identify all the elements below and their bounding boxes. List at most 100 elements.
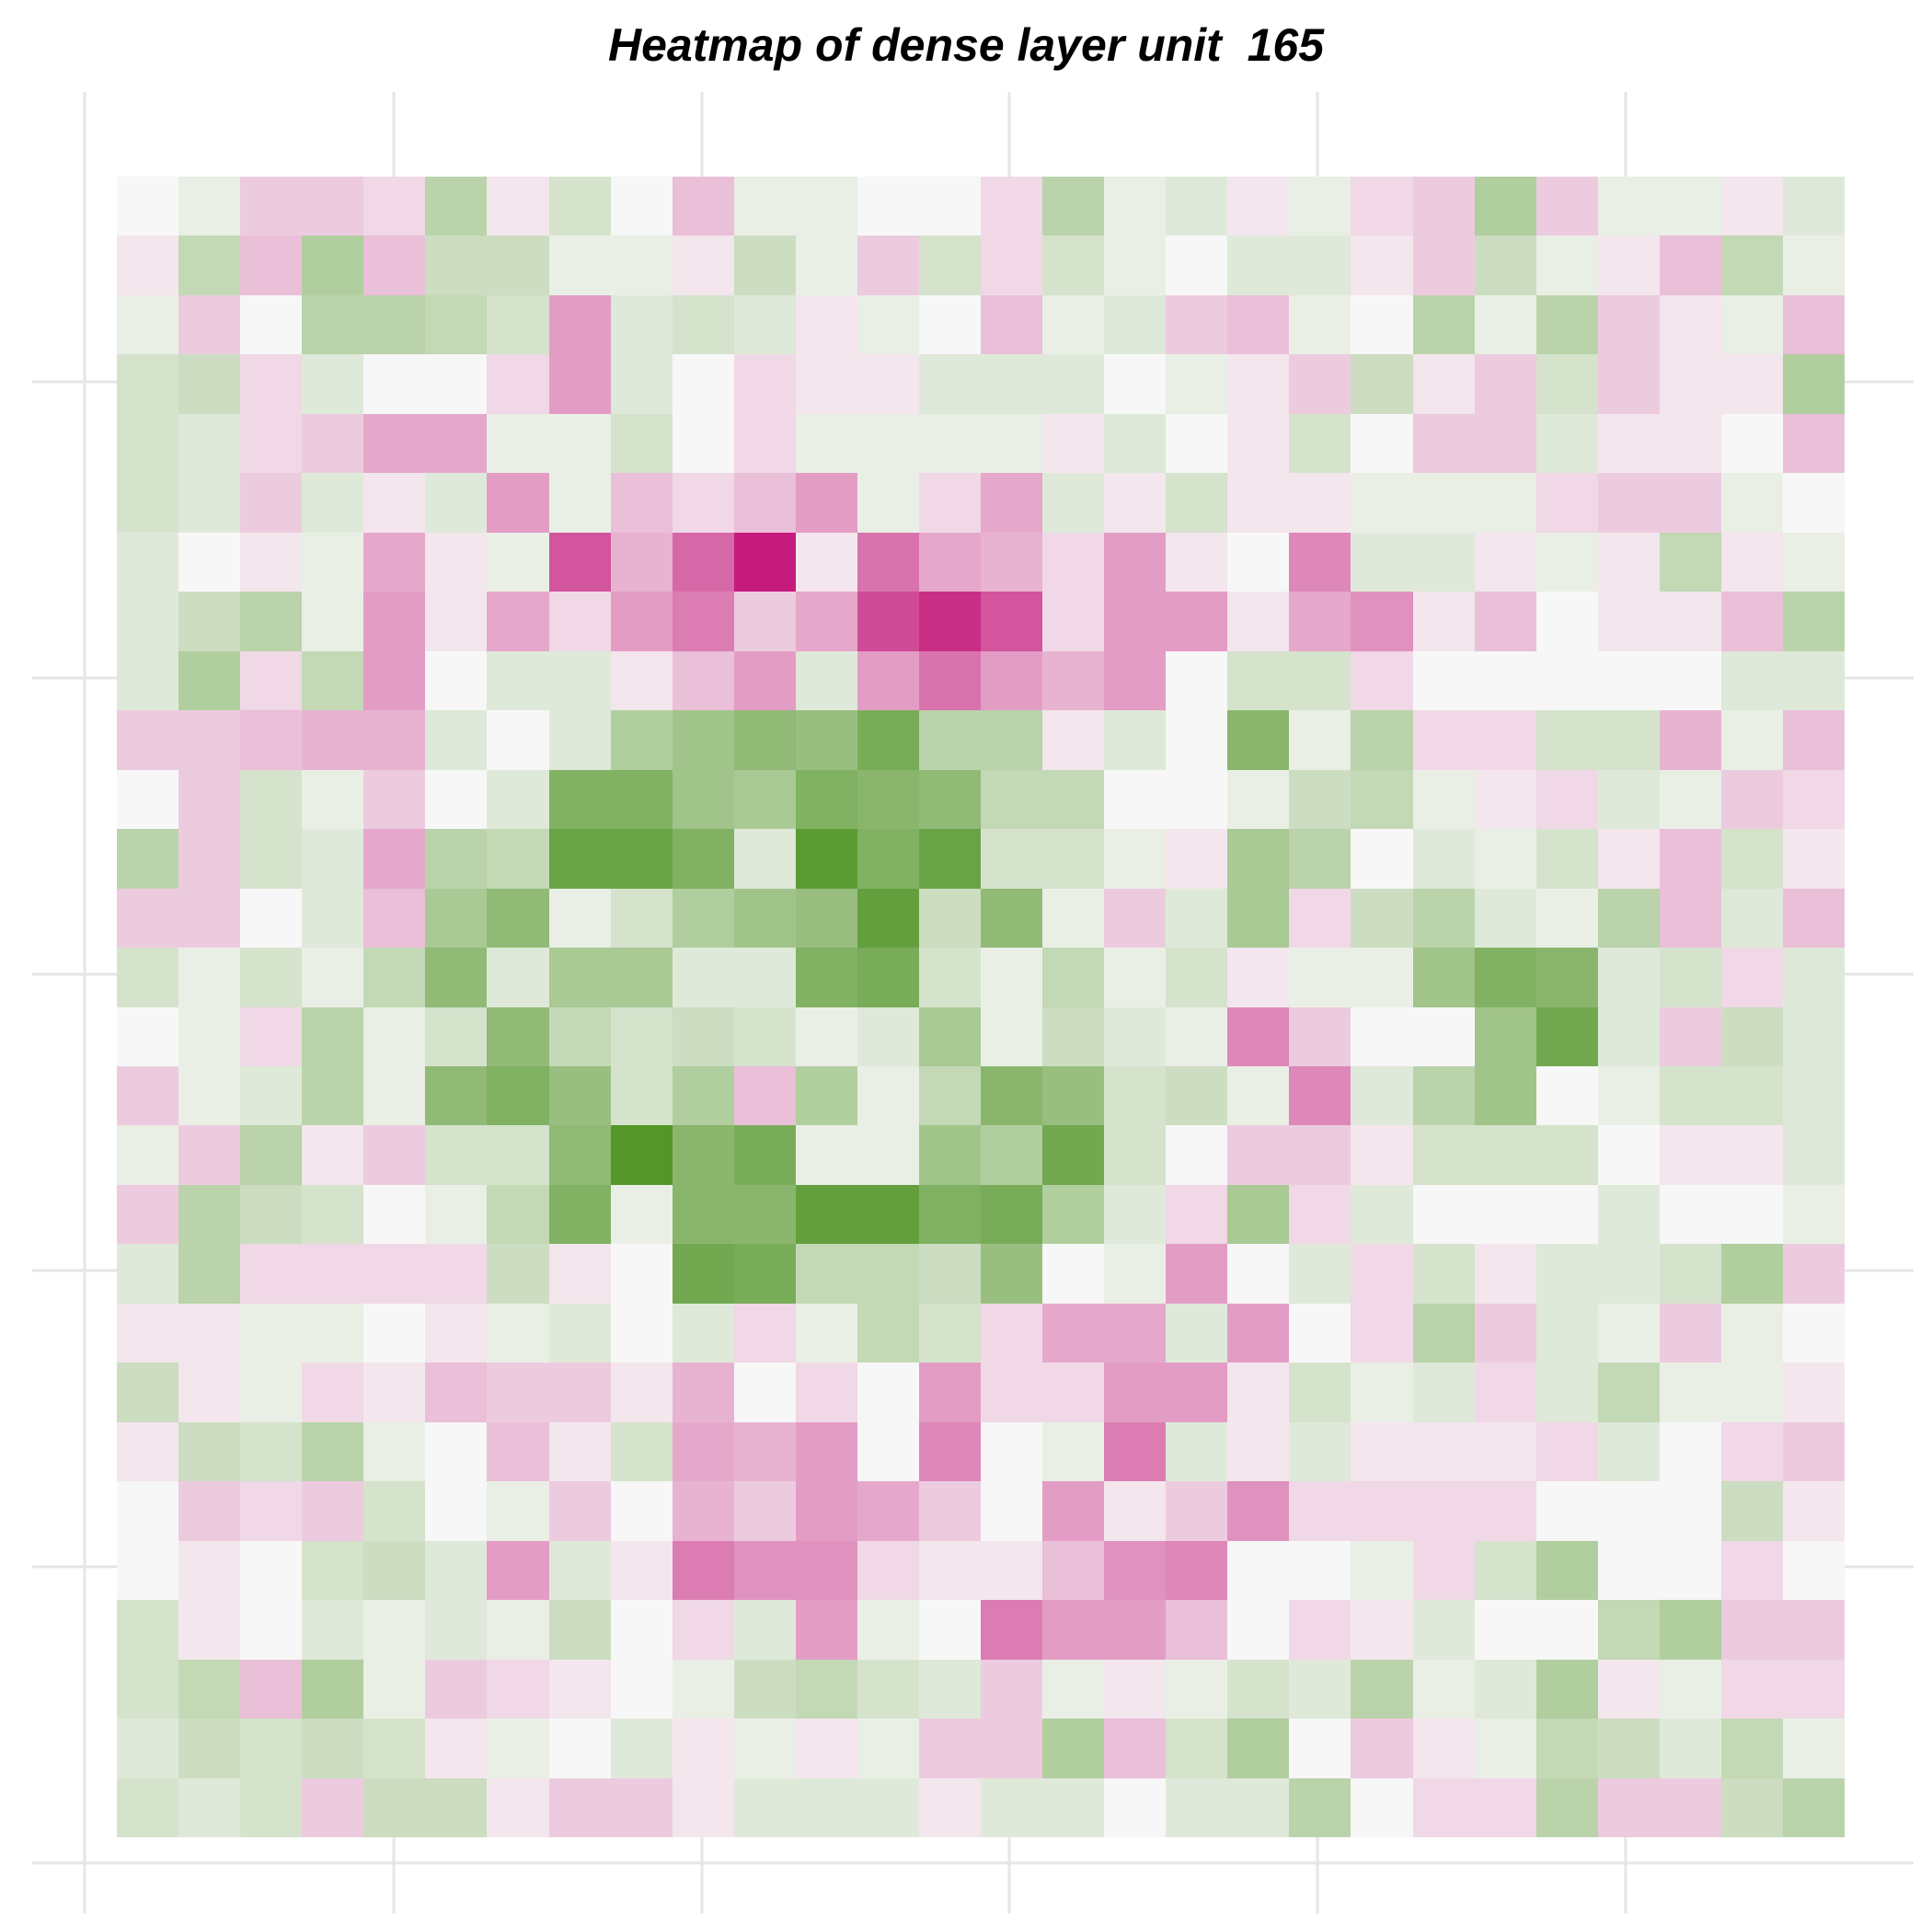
- heatmap-cell-r17-c19: [1289, 1185, 1351, 1244]
- heatmap-cell-r18-c12: [857, 1244, 919, 1304]
- heatmap-cell-r13-c20: [1351, 948, 1413, 1007]
- heatmap-cell-r12-c15: [1042, 889, 1104, 948]
- heatmap-cell-r1-c26: [1721, 236, 1783, 295]
- heatmap-cell-r22-c26: [1721, 1481, 1783, 1541]
- heatmap-cell-r25-c19: [1289, 1660, 1351, 1719]
- heatmap-cell-r26-c5: [425, 1719, 487, 1778]
- heatmap-cell-r2-c22: [1475, 295, 1536, 354]
- heatmap-cell-r3-c18: [1227, 354, 1289, 414]
- heatmap-cell-r14-c15: [1042, 1007, 1104, 1066]
- heatmap-cell-r17-c18: [1227, 1185, 1289, 1244]
- heatmap-cell-r15-c3: [302, 1066, 363, 1125]
- heatmap-cell-r25-c25: [1660, 1660, 1721, 1719]
- heatmap-cell-r22-c0: [117, 1481, 178, 1541]
- heatmap-cell-r8-c15: [1042, 651, 1104, 710]
- heatmap-cell-r4-c9: [673, 414, 734, 473]
- heatmap-cell-r21-c8: [611, 1422, 673, 1481]
- heatmap-cell-r15-c8: [611, 1066, 673, 1125]
- heatmap-cell-r8-c2: [240, 651, 302, 710]
- heatmap-cell-r23-c15: [1042, 1541, 1104, 1600]
- heatmap-cell-r8-c16: [1104, 651, 1166, 710]
- heatmap-cell-r26-c13: [919, 1719, 981, 1778]
- heatmap-cell-r1-c12: [857, 236, 919, 295]
- heatmap-cell-r2-c8: [611, 295, 673, 354]
- heatmap-cell-r17-c17: [1166, 1185, 1227, 1244]
- heatmap-cell-r12-c19: [1289, 889, 1351, 948]
- heatmap-cell-r7-c5: [425, 592, 487, 651]
- heatmap-cell-r25-c15: [1042, 1660, 1104, 1719]
- heatmap-cell-r3-c12: [857, 354, 919, 414]
- heatmap-cell-r17-c1: [178, 1185, 240, 1244]
- heatmap-cell-r4-c12: [857, 414, 919, 473]
- heatmap-cell-r18-c24: [1598, 1244, 1660, 1304]
- heatmap-cell-r11-c23: [1536, 829, 1598, 889]
- heatmap-cell-r15-c1: [178, 1066, 240, 1125]
- heatmap-cell-r22-c21: [1413, 1481, 1475, 1541]
- heatmap-cell-r10-c15: [1042, 770, 1104, 829]
- heatmap-cell-r10-c8: [611, 770, 673, 829]
- heatmap-cell-r0-c5: [425, 177, 487, 236]
- heatmap-cell-r26-c23: [1536, 1719, 1598, 1778]
- heatmap-cell-r12-c3: [302, 889, 363, 948]
- heatmap-cell-r23-c27: [1783, 1541, 1845, 1600]
- heatmap-cell-r4-c24: [1598, 414, 1660, 473]
- heatmap-cell-r4-c27: [1783, 414, 1845, 473]
- heatmap-cell-r20-c4: [363, 1363, 425, 1422]
- heatmap-cell-r0-c12: [857, 177, 919, 236]
- heatmap-cell-r6-c23: [1536, 533, 1598, 592]
- heatmap-cell-r18-c2: [240, 1244, 302, 1304]
- heatmap-cell-r13-c16: [1104, 948, 1166, 1007]
- heatmap-cell-r12-c18: [1227, 889, 1289, 948]
- heatmap-cell-r16-c9: [673, 1125, 734, 1185]
- heatmap-cell-r20-c24: [1598, 1363, 1660, 1422]
- heatmap-cell-r6-c10: [734, 533, 796, 592]
- heatmap-cell-r1-c0: [117, 236, 178, 295]
- heatmap-cell-r11-c5: [425, 829, 487, 889]
- heatmap-cell-r25-c13: [919, 1660, 981, 1719]
- heatmap-cell-r20-c20: [1351, 1363, 1413, 1422]
- heatmap-cell-r27-c20: [1351, 1778, 1413, 1837]
- heatmap-cell-r8-c18: [1227, 651, 1289, 710]
- heatmap-cell-r5-c19: [1289, 473, 1351, 533]
- heatmap-cell-r16-c13: [919, 1125, 981, 1185]
- heatmap-cell-r5-c1: [178, 473, 240, 533]
- heatmap-cell-r17-c23: [1536, 1185, 1598, 1244]
- heatmap-cell-r5-c14: [981, 473, 1042, 533]
- heatmap-cell-r15-c9: [673, 1066, 734, 1125]
- heatmap-cell-r27-c23: [1536, 1778, 1598, 1837]
- heatmap-cell-r17-c27: [1783, 1185, 1845, 1244]
- heatmap-cell-r15-c5: [425, 1066, 487, 1125]
- heatmap-cell-r15-c19: [1289, 1066, 1351, 1125]
- heatmap-cell-r22-c22: [1475, 1481, 1536, 1541]
- heatmap-cell-r7-c0: [117, 592, 178, 651]
- heatmap-cell-r20-c1: [178, 1363, 240, 1422]
- heatmap-cell-r25-c5: [425, 1660, 487, 1719]
- heatmap-cell-r0-c3: [302, 177, 363, 236]
- heatmap-cell-r6-c12: [857, 533, 919, 592]
- heatmap-cell-r19-c2: [240, 1304, 302, 1363]
- heatmap-cell-r16-c14: [981, 1125, 1042, 1185]
- heatmap-cell-r9-c11: [796, 710, 857, 770]
- heatmap-cell-r3-c10: [734, 354, 796, 414]
- heatmap-cell-r0-c27: [1783, 177, 1845, 236]
- heatmap-cell-r5-c16: [1104, 473, 1166, 533]
- heatmap-cell-r26-c27: [1783, 1719, 1845, 1778]
- heatmap-cell-r3-c24: [1598, 354, 1660, 414]
- heatmap-cell-r18-c4: [363, 1244, 425, 1304]
- heatmap-cell-r10-c19: [1289, 770, 1351, 829]
- heatmap-cell-r21-c11: [796, 1422, 857, 1481]
- heatmap-cell-r22-c24: [1598, 1481, 1660, 1541]
- heatmap-cell-r14-c21: [1413, 1007, 1475, 1066]
- heatmap-cell-r11-c4: [363, 829, 425, 889]
- heatmap-cell-r18-c5: [425, 1244, 487, 1304]
- heatmap-cell-r15-c23: [1536, 1066, 1598, 1125]
- heatmap-cell-r11-c19: [1289, 829, 1351, 889]
- heatmap-cell-r13-c3: [302, 948, 363, 1007]
- heatmap-cell-r16-c2: [240, 1125, 302, 1185]
- heatmap-cell-r27-c2: [240, 1778, 302, 1837]
- heatmap-cell-r15-c12: [857, 1066, 919, 1125]
- heatmap-cell-r17-c22: [1475, 1185, 1536, 1244]
- heatmap-cell-r2-c27: [1783, 295, 1845, 354]
- heatmap-cell-r21-c24: [1598, 1422, 1660, 1481]
- heatmap-cell-r8-c27: [1783, 651, 1845, 710]
